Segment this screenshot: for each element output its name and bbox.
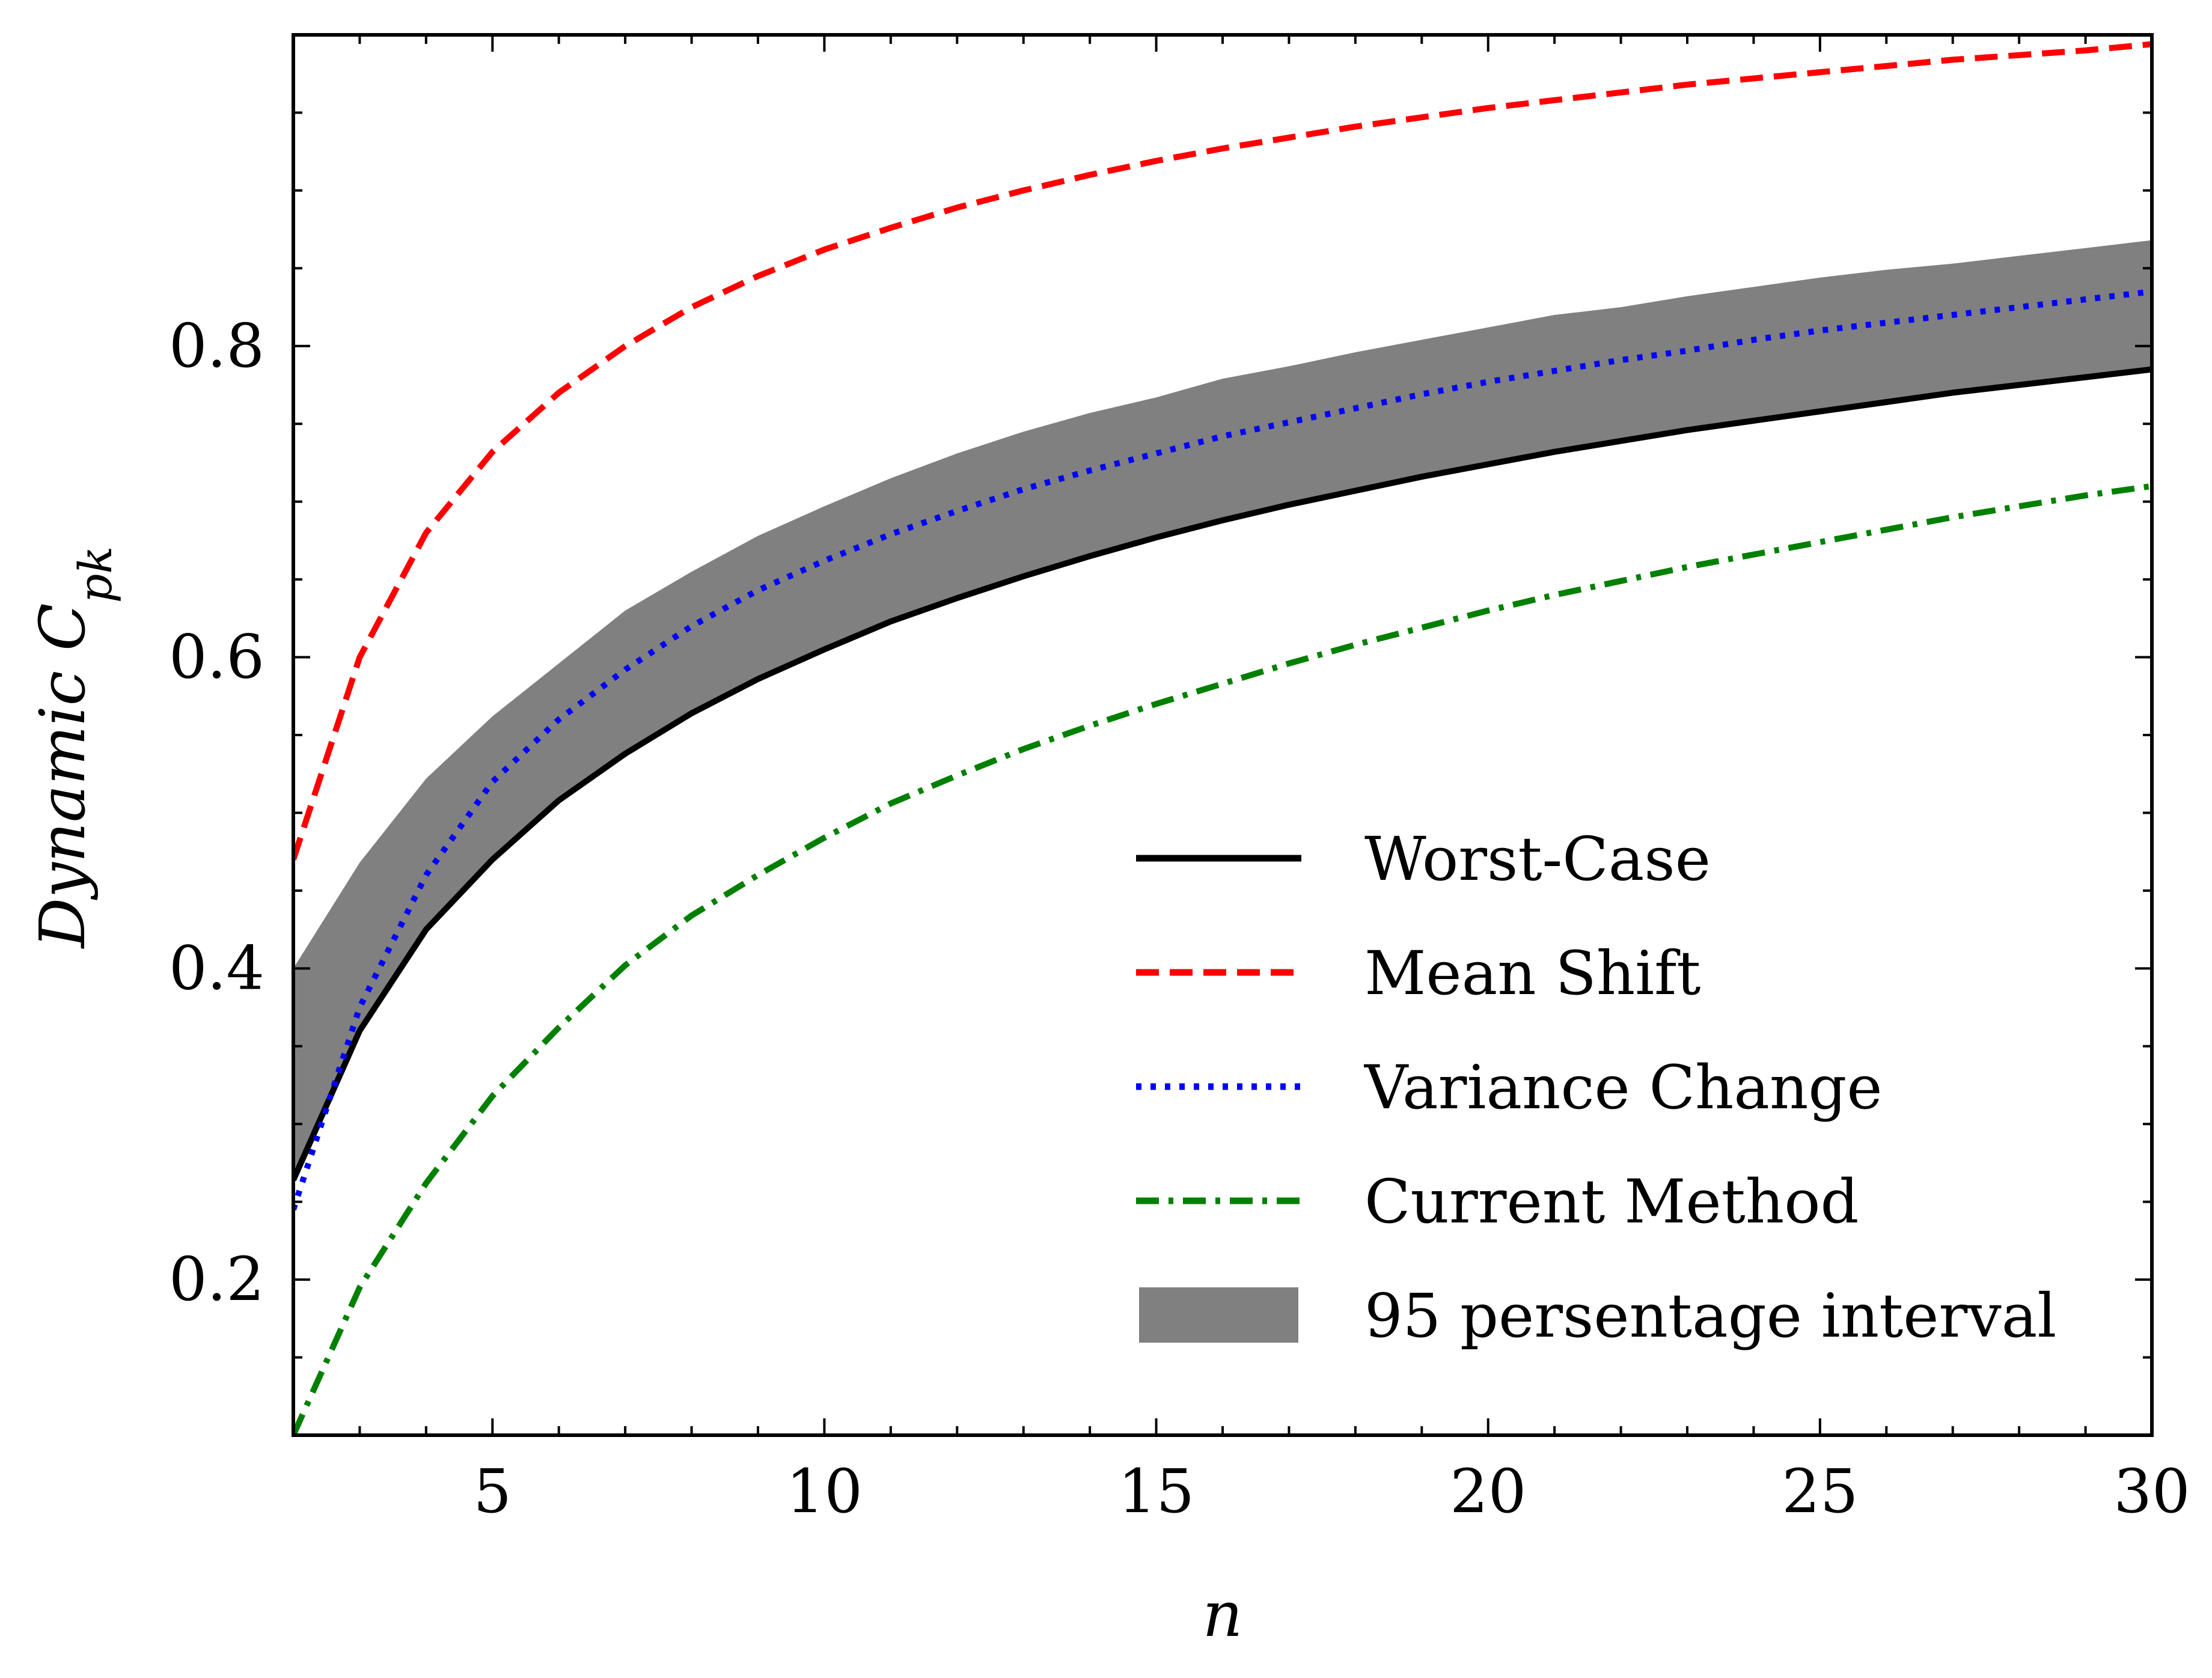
x-tick-label: 5: [473, 1456, 512, 1527]
x-tick-label: 30: [2113, 1456, 2190, 1527]
legend-label-worst-case: Worst-Case: [1364, 824, 1711, 894]
x-tick-label: 15: [1118, 1456, 1194, 1527]
series-line-current-method: [293, 483, 2152, 1435]
y-axis-title-subscript: pk: [69, 546, 122, 603]
y-axis-title-main: Dynamic C: [26, 603, 99, 949]
tick-layer: [292, 34, 2153, 1436]
series-line-variance-change: [293, 288, 2152, 1211]
x-tick-label: 10: [786, 1456, 863, 1527]
y-axis-title: Dynamic Cpk: [26, 546, 122, 950]
series-layer: [293, 41, 2152, 1435]
x-tick-label: 25: [1782, 1456, 1858, 1527]
confidence-band-layer: [293, 240, 2152, 1180]
legend: Worst-Case Mean Shift Variance Change Curre…: [1136, 824, 2056, 1351]
y-tick-label: 0.4: [169, 933, 264, 1003]
band-95-interval: [293, 240, 2152, 1180]
legend-label-95-persentage-interval: 95 persentage interval: [1364, 1281, 2056, 1351]
legend-label-variance-change: Variance Change: [1364, 1052, 1883, 1123]
series-line-worst-case: [293, 366, 2152, 1182]
legend-swatch-95-persentage-interval: [1139, 1287, 1298, 1343]
x-tick-label: 20: [1450, 1456, 1526, 1527]
legend-label-current-method: Current Method: [1364, 1167, 1859, 1237]
y-tick-label: 0.6: [169, 622, 264, 692]
legend-label-mean-shift: Mean Shift: [1364, 938, 1700, 1008]
y-tick-label: 0.8: [169, 311, 264, 381]
tick-label-layer: 5 10 15 20 25 30 0.2 0.4 0.6 0.8: [169, 311, 2190, 1527]
series-line-mean-shift: [293, 41, 2152, 861]
x-axis-title: n: [1203, 1578, 1243, 1651]
y-tick-label: 0.2: [169, 1244, 264, 1314]
